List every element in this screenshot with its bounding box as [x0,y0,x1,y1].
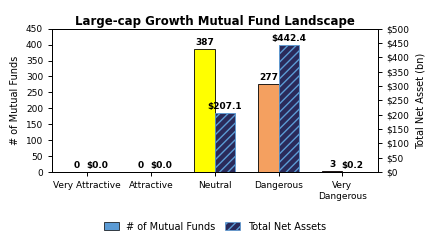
Text: $0.0: $0.0 [150,161,172,170]
Text: 277: 277 [259,73,278,82]
Bar [194,49,215,172]
Y-axis label: # of Mutual Funds: # of Mutual Funds [10,56,20,145]
Text: 387: 387 [195,38,214,47]
Text: $207.1: $207.1 [208,102,242,111]
Bar [258,84,279,172]
Text: 3: 3 [329,160,335,169]
Text: 0: 0 [74,161,80,170]
Text: $0.0: $0.0 [86,161,108,170]
Text: 0: 0 [138,161,144,170]
Text: $442.4: $442.4 [271,34,306,43]
Bar [322,171,342,172]
Text: $0.2: $0.2 [342,161,364,170]
Legend: # of Mutual Funds, Total Net Assets: # of Mutual Funds, Total Net Assets [104,222,326,232]
Y-axis label: Total Net Asset (bn): Total Net Asset (bn) [415,52,425,148]
Bar [215,113,235,172]
Title: Large-cap Growth Mutual Fund Landscape: Large-cap Growth Mutual Fund Landscape [75,15,355,27]
Bar [279,45,299,172]
